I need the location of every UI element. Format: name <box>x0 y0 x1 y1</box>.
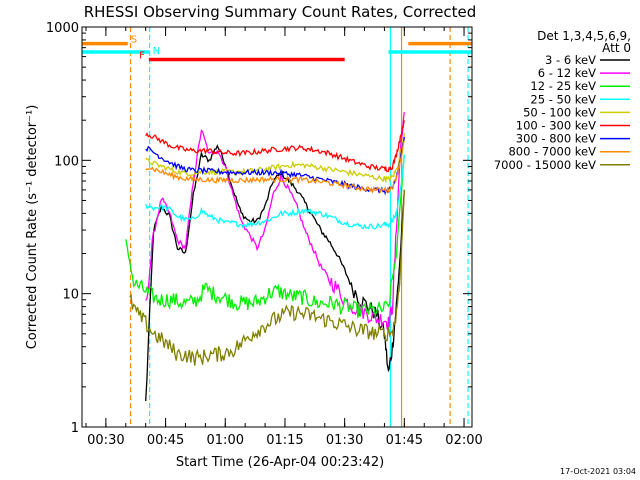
y-axis-label: Corrected Count Rate (s⁻¹ detector⁻¹) <box>25 105 40 350</box>
flag-label-s: S <box>131 35 137 46</box>
legend-header-line-2: Att 0 <box>602 41 631 55</box>
series-group <box>125 112 405 402</box>
legend-label: 7000 - 15000 keV <box>494 158 596 172</box>
series-line-3 <box>145 154 405 230</box>
legend-label: 12 - 25 keV <box>530 79 596 93</box>
plot-frame <box>81 26 473 428</box>
legend-header-line-1: Det 1,3,4,5,6,9, <box>537 29 631 43</box>
annotations: S NF <box>82 27 472 427</box>
chart-title: RHESSI Observing Summary Count Rates, Co… <box>84 3 477 21</box>
x-axis: 00:30 00:45 01:00 01:15 01:30 01:45 02:00 <box>85 27 483 448</box>
y-tick-label: 1 <box>71 421 79 436</box>
series-line-0 <box>145 144 405 402</box>
series-line-7 <box>145 140 405 194</box>
legend-label: 800 - 7000 keV <box>508 145 596 159</box>
x-tick-label: 01:15 <box>266 433 303 448</box>
legend-label: 6 - 12 keV <box>538 66 596 80</box>
series-line-8 <box>129 189 405 366</box>
series-line-1 <box>145 112 405 333</box>
series-line-5 <box>145 120 405 173</box>
x-tick-label: 01:00 <box>207 433 244 448</box>
x-tick-label: 00:30 <box>87 433 124 448</box>
x-tick-label: 00:45 <box>147 433 184 448</box>
y-tick-label: 10 <box>62 288 79 303</box>
series-line-2 <box>125 154 405 319</box>
legend-header: Det 1,3,4,5,6,9, Att 0 <box>537 29 631 55</box>
flag-label-n: N <box>153 46 160 57</box>
x-tick-label: 01:45 <box>386 433 423 448</box>
date-stamp: 17-Oct-2021 03:04 <box>560 467 636 476</box>
x-tick-label: 01:30 <box>326 433 363 448</box>
legend-label: 25 - 50 keV <box>530 92 596 106</box>
series-line-4 <box>145 133 405 184</box>
flag-label-f: F <box>139 51 145 62</box>
legend-label: 300 - 800 keV <box>516 132 596 146</box>
legend-label: 100 - 300 keV <box>516 119 596 133</box>
legend-label: 50 - 100 keV <box>523 105 596 119</box>
x-axis-label: Start Time (26-Apr-04 00:23:42) <box>176 455 384 470</box>
legend-label: 3 - 6 keV <box>545 53 596 67</box>
y-tick-label: 1000 <box>46 21 79 36</box>
y-tick-label: 100 <box>54 154 79 169</box>
y-axis: 1 10 100 1000 <box>46 21 472 436</box>
x-tick-label: 02:00 <box>445 433 482 448</box>
